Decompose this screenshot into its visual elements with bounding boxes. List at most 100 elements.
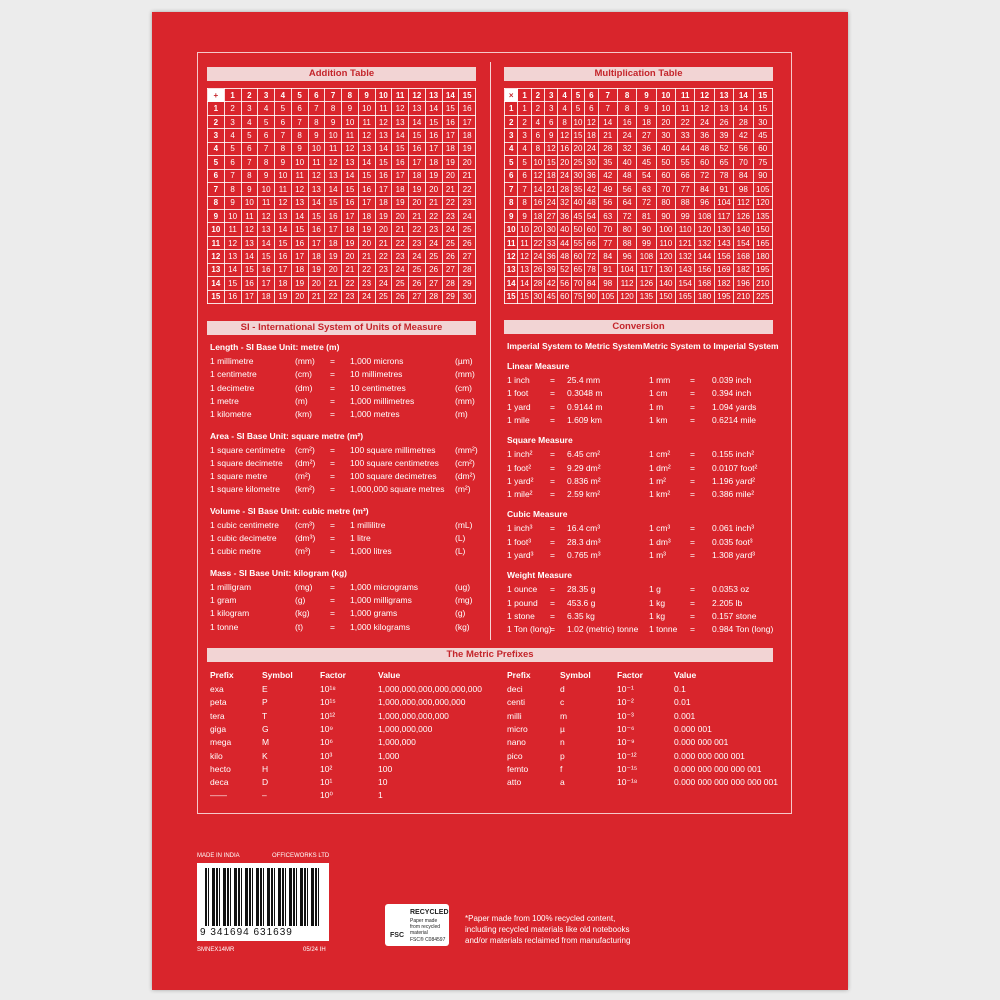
table-cell: 144 [694,249,715,264]
table-cell: 195 [713,289,735,305]
table-cell: 154 [675,276,696,291]
table-cell: 40 [655,141,677,157]
table-cell: 21 [544,182,559,197]
table-row: 11 12 13 14 15 16 17 18 19 20 21 22 23 24 25 26 [207,235,476,251]
prefix-cell: mega [210,737,232,748]
table-cell: 17 [357,195,376,210]
table-cell: 1 [223,87,242,103]
table-cell: 20 [324,262,342,278]
table-cell: 150 [752,222,774,237]
table-title: Addition Table [207,67,476,81]
table-cell: 9 [240,182,259,197]
table-cell: 36 [544,249,559,264]
table-cell: 19 [458,141,476,157]
table-row: 1 2 3 4 5 6 7 8 9 10 11 12 13 14 15 16 [207,101,476,116]
table-cell: 4 [207,141,225,157]
table-cell: 18 [391,182,409,197]
table-cell: 7 [223,168,242,184]
cell-text: (m) [455,409,468,420]
equals-sign: = [690,388,695,399]
table-cell: 35 [597,155,618,170]
table-cell: 16 [424,128,443,143]
table-cell: 49 [597,182,618,197]
cell-text: (cm) [295,369,312,380]
prefix-cell: milli [507,710,522,721]
prefix-cell: M [262,737,270,748]
table-cell: 2 [207,114,225,130]
table-cell: 16 [357,182,376,197]
table-cell: 14 [733,87,754,103]
table-cell: 14 [391,128,409,143]
table-cell: 19 [341,235,359,251]
table-cell: 80 [655,195,677,210]
equals-sign: = [330,382,335,393]
equals-sign: = [550,597,555,608]
table-cell: 15 [374,155,393,170]
table-cell: 27 [441,262,460,278]
table-cell: 19 [408,182,426,197]
table-cell: 16 [223,289,242,305]
table-row: 13 13 26 39 52 65 78 91 104 117 130 143 156 169 182 195 [503,262,774,278]
table-cell: 36 [557,208,572,224]
cell-text: (dm²) [295,457,316,468]
table-cell: 5 [517,155,532,170]
cell-text: 1 foot³ [507,536,532,547]
table-cell: 70 [655,182,677,197]
table-cell: 110 [675,222,696,237]
table-cell: 6 [584,87,599,103]
equals-sign: = [690,610,695,621]
table-cell: 9 [544,128,559,143]
table-cell: 10 [257,182,275,197]
cell-text: 1 m³ [649,550,666,560]
table-cell: 7 [597,87,618,103]
equals-sign: = [550,489,555,500]
table-cell: 99 [675,208,696,224]
cell-text: (mg) [295,581,313,592]
table-cell: 65 [570,262,586,278]
prefix-cell: nano [507,737,526,748]
number-table: × 1 2 3 4 5 6 7 8 9 10 11 12 13 14 15 1 1 2 3 4 5 6 7 8 9 10 11 12 13… [503,87,774,305]
table-cell: 11 [675,87,696,103]
cell-text: 1 litre [350,533,371,543]
table-cell: 16 [458,101,476,116]
table-cell: 30 [584,155,599,170]
cell-text: 1,000 microns [350,356,404,366]
table-cell: 3 [257,87,275,103]
product-code: SMNEX14MR [197,947,235,953]
table-cell: 16 [391,155,409,170]
table-cell: 4 [557,87,572,103]
prefix-cell: H [262,763,269,774]
prefix-cell: c [560,697,565,708]
table-cell: 16 [324,208,342,224]
table-cell: 15 [290,222,309,237]
column-header: Prefix [507,670,531,680]
table-cell: 21 [307,289,326,305]
table-cell: 23 [391,249,409,264]
cell-text: (t) [295,621,304,632]
table-cell: 17 [324,222,342,237]
table-cell: 15 [570,128,586,143]
table-cell: 13 [290,195,309,210]
table-cell: 39 [713,128,735,143]
prefix-cell: 10 [378,777,388,788]
table-cell: 12 [274,195,292,210]
table-cell: 16 [290,235,309,251]
table-cell: 84 [584,276,599,291]
table-cell: 16 [240,276,259,291]
table-cell: 11 [290,168,309,184]
cell-text: 1 cubic metre [210,546,262,557]
prefix-cell: K [262,750,268,761]
equals-sign: = [550,550,555,560]
group-heading: Length - SI Base Unit: metre (m) [210,342,340,352]
cell-text: (mm) [455,395,475,406]
table-cell: 26 [530,262,546,278]
table-cell: 4 [530,114,546,130]
table-cell: 16 [274,249,292,264]
table-cell: 11 [503,235,519,251]
cell-text: 1.609 km [567,414,602,425]
prefix-cell: 1,000,000,000,000,000,000 [378,684,482,694]
cell-text: (km²) [295,484,315,495]
group-heading: Cubic Measure [507,509,568,520]
table-cell: 13 [223,249,242,264]
